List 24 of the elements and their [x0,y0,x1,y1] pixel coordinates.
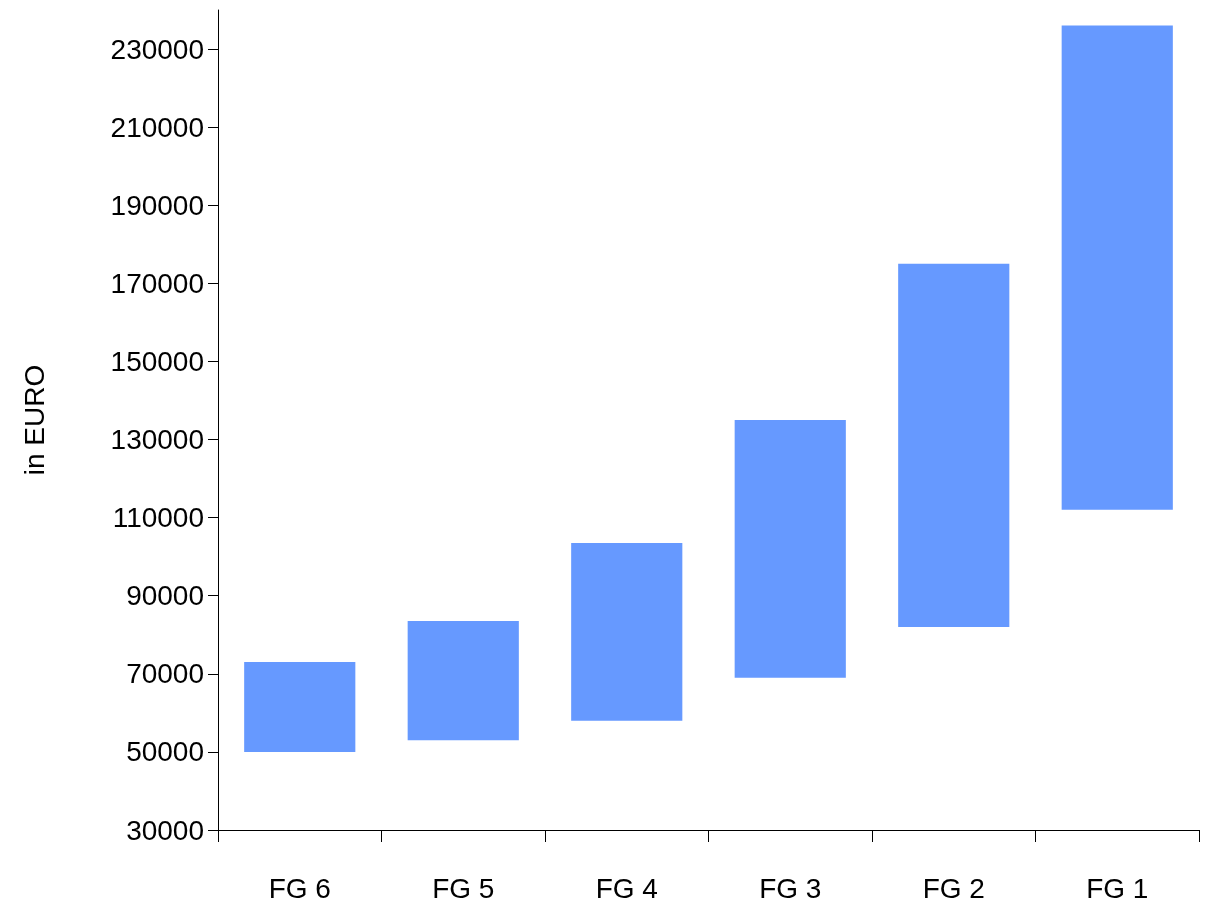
bar [407,621,519,741]
bar [1061,25,1173,510]
y-tick-label: 50000 [126,736,204,768]
x-tick-label: FG 5 [432,872,495,904]
y-tick-label: 190000 [110,189,204,221]
y-tick-label: 70000 [126,658,204,690]
y-tick-label: 30000 [126,814,204,846]
bar [898,263,1010,627]
y-tick-label: 90000 [126,580,204,612]
bar [734,420,846,678]
y-tick-label: 230000 [110,33,204,65]
x-tick-label: FG 4 [595,872,658,904]
x-tick-label: FG 1 [1086,872,1149,904]
y-tick-label: 110000 [112,502,204,534]
x-tick-label: FG 2 [922,872,985,904]
y-tick-label: 210000 [110,111,204,143]
bar [244,662,356,752]
bar [571,543,683,721]
y-tick-label: 170000 [110,267,204,299]
y-tick-label: 130000 [110,424,204,456]
x-tick-label: FG 3 [759,872,822,904]
x-tick-label: FG 6 [268,872,331,904]
y-tick-label: 150000 [110,345,204,377]
y-axis-title: in EURO [18,364,50,476]
